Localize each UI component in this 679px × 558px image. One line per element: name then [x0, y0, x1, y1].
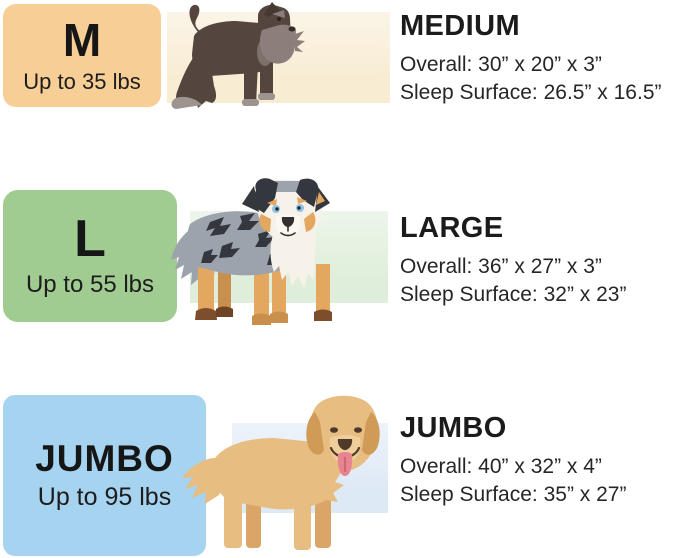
size-details-jumbo: JUMBO Overall: 40” x 32” x 4” Sleep Surf… — [400, 412, 626, 509]
size-details-medium: MEDIUM Overall: 30” x 20” x 3” Sleep Sur… — [400, 10, 662, 107]
golden-retriever-illustration — [182, 395, 380, 550]
size-details-large: LARGE Overall: 36” x 27” x 3” Sleep Surf… — [400, 212, 626, 309]
size-letter-medium: M — [62, 13, 102, 66]
size-badge-medium: M Up to 35 lbs — [3, 4, 161, 107]
australian-shepherd-illustration — [171, 178, 332, 325]
miniature-schnauzer-illustration — [171, 2, 305, 109]
weight-limit-jumbo: Up to 95 lbs — [37, 482, 172, 511]
overall-dimensions-large: Overall: 36” x 27” x 3” — [400, 255, 602, 278]
sleep-surface-dimensions-large: Sleep Surface: 32” x 23” — [400, 283, 627, 306]
sleep-surface-dimensions-medium: Sleep Surface: 26.5” x 16.5” — [400, 81, 662, 104]
size-badge-jumbo: JUMBO Up to 95 lbs — [3, 395, 206, 556]
overall-dimensions-jumbo: Overall: 40” x 32” x 4” — [400, 455, 602, 478]
size-letter-large: L — [74, 210, 106, 268]
size-badge-large: L Up to 55 lbs — [3, 190, 177, 322]
sleep-surface-dimensions-jumbo: Sleep Surface: 35” x 27” — [400, 483, 627, 506]
size-name-medium: MEDIUM — [400, 10, 521, 42]
size-letter-jumbo: JUMBO — [35, 437, 174, 479]
size-name-jumbo: JUMBO — [400, 412, 507, 444]
size-name-large: LARGE — [400, 212, 504, 244]
overall-dimensions-medium: Overall: 30” x 20” x 3” — [400, 53, 602, 76]
weight-limit-large: Up to 55 lbs — [25, 271, 155, 298]
weight-limit-medium: Up to 35 lbs — [23, 68, 141, 94]
